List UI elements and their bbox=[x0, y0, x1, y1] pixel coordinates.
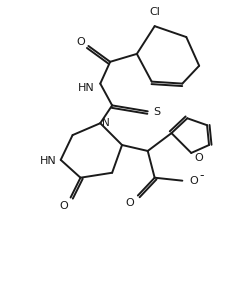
Text: HN: HN bbox=[78, 83, 95, 93]
Text: O: O bbox=[190, 176, 199, 186]
Text: O: O bbox=[76, 37, 85, 47]
Text: Cl: Cl bbox=[149, 7, 160, 17]
Text: O: O bbox=[195, 153, 203, 163]
Text: O: O bbox=[125, 198, 134, 208]
Text: HN: HN bbox=[40, 156, 56, 166]
Text: -: - bbox=[200, 169, 204, 182]
Text: N: N bbox=[102, 118, 110, 128]
Text: S: S bbox=[153, 107, 160, 117]
Text: O: O bbox=[59, 201, 68, 212]
